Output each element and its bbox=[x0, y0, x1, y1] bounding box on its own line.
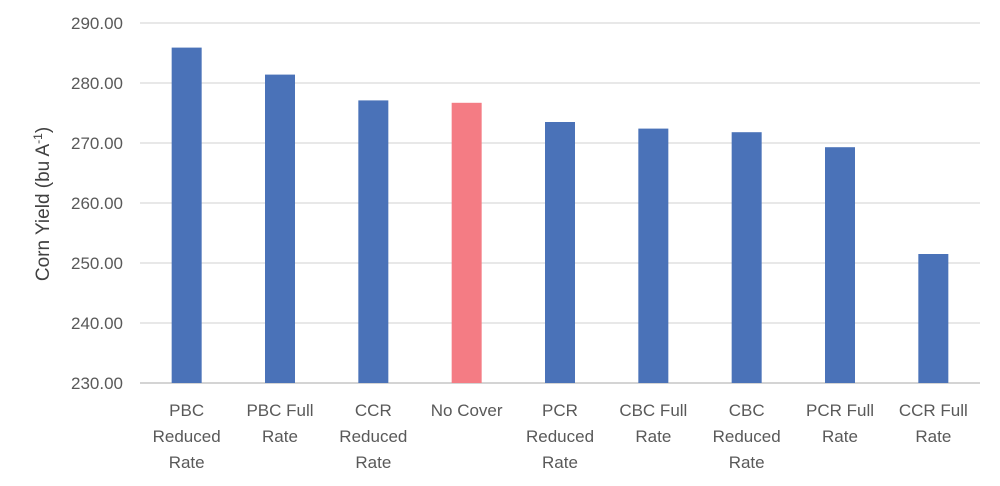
bar bbox=[545, 122, 575, 383]
bar bbox=[171, 47, 202, 383]
x-tick-label: PBC Full Rate bbox=[246, 401, 313, 446]
bar bbox=[638, 128, 669, 383]
y-tick-label: 260.00 bbox=[71, 194, 123, 213]
y-axis-title: Corn Yield (bu A-1) bbox=[31, 127, 54, 281]
y-tick-label: 290.00 bbox=[71, 14, 123, 33]
y-tick-label: 230.00 bbox=[71, 374, 123, 393]
y-tick-label: 250.00 bbox=[71, 254, 123, 273]
x-axis-labels: PBC Reduced Rate PBC Full Rate CCR Reduced Rate… bbox=[153, 401, 968, 472]
bar bbox=[451, 102, 482, 384]
x-tick-label: PBC Reduced Rate bbox=[153, 401, 221, 472]
y-tick-label: 240.00 bbox=[71, 314, 123, 333]
x-tick-label: PCR Reduced Rate bbox=[526, 401, 594, 472]
y-axis-ticks: 230.00 240.00 250.00 260.00 270.00 280.00 290.… bbox=[71, 14, 123, 393]
bar bbox=[918, 254, 949, 383]
y-tick-label: 280.00 bbox=[71, 74, 123, 93]
x-tick-label: PCR Full Rate bbox=[806, 401, 874, 446]
bars bbox=[171, 47, 949, 384]
bar bbox=[358, 100, 389, 384]
x-tick-label: No Cover bbox=[431, 401, 503, 420]
bar bbox=[731, 132, 762, 383]
y-tick-label: 270.00 bbox=[71, 134, 123, 153]
x-tick-label: CCR Reduced Rate bbox=[339, 401, 407, 472]
x-tick-label: CBC Full Rate bbox=[619, 401, 687, 446]
x-tick-label: CCR Full Rate bbox=[899, 401, 968, 446]
bar bbox=[265, 74, 295, 383]
x-tick-label: CBC Reduced Rate bbox=[713, 401, 781, 472]
bar bbox=[825, 147, 855, 383]
